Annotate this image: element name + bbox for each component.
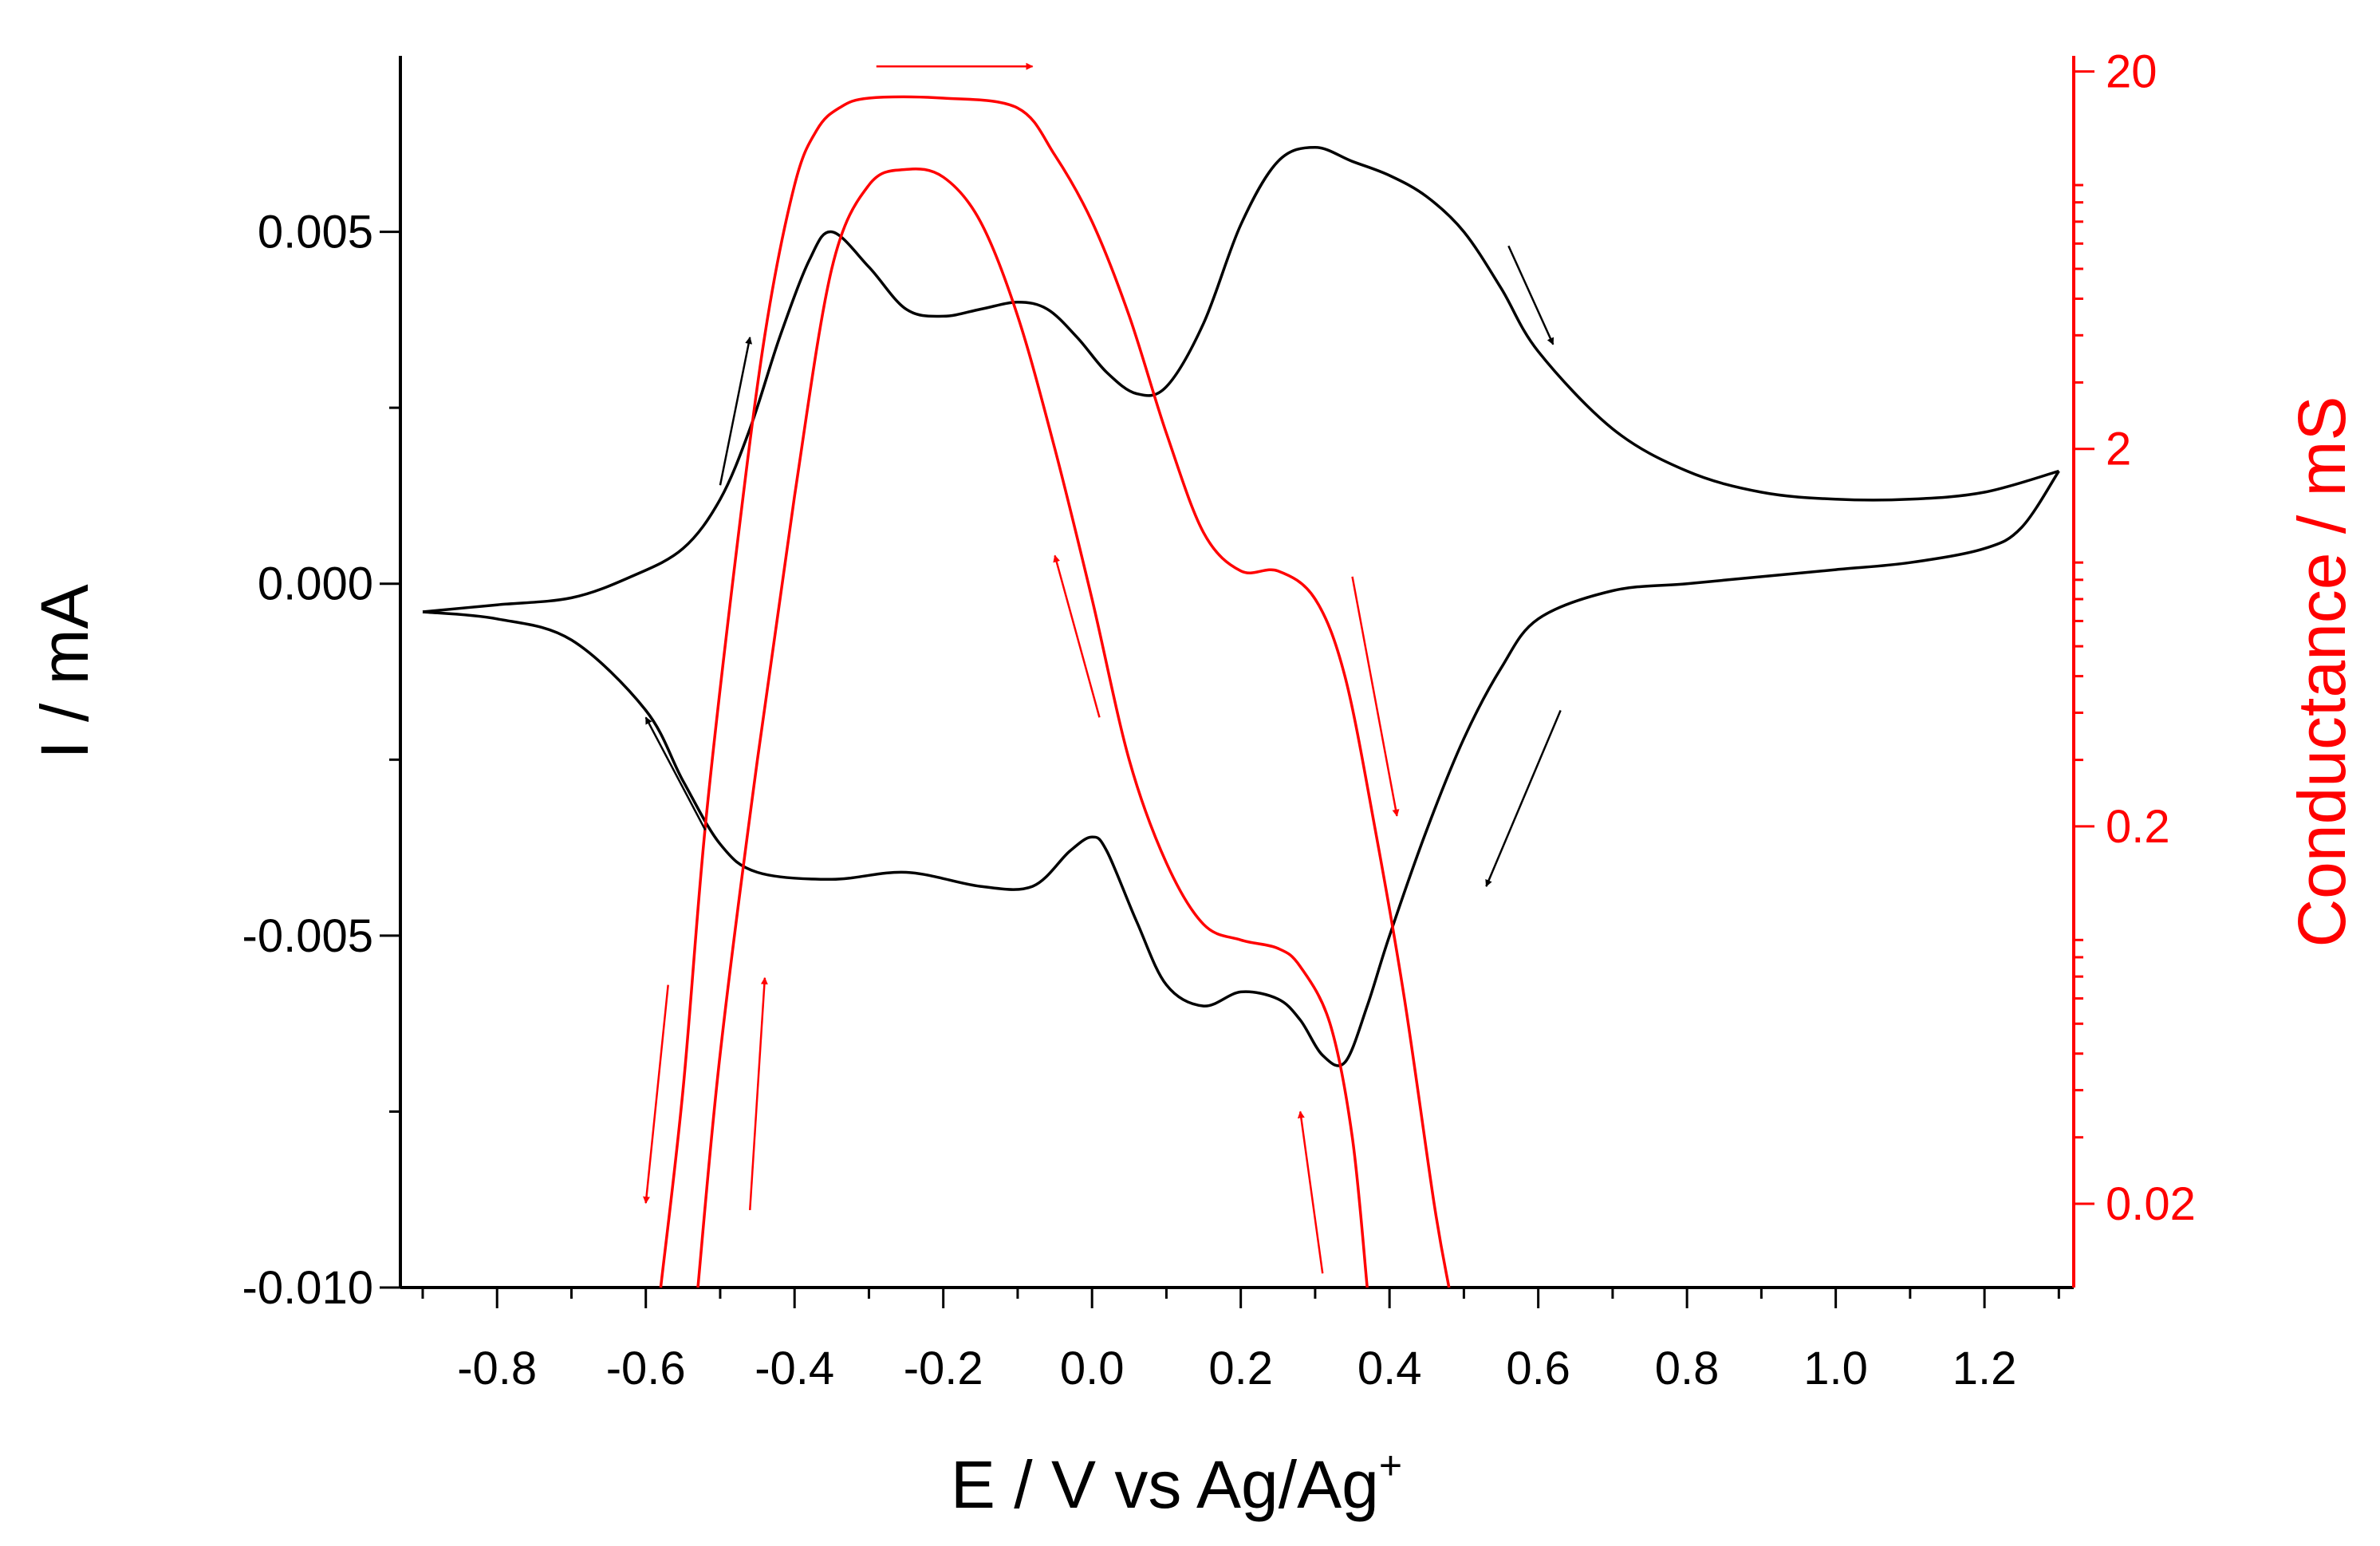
x-tick-label: 0.4 — [1357, 1343, 1422, 1394]
red-direction-arrow — [643, 984, 669, 1205]
y2-tick-label: 0.2 — [2106, 801, 2170, 853]
y-tick-label: -0.010 — [242, 1262, 373, 1314]
right-y-axis-title: Conductance / mS — [2284, 396, 2359, 947]
y-tick-label: 0.005 — [258, 207, 373, 258]
x-axis-title-superscript: + — [1379, 1443, 1402, 1488]
y2-tick-label: 2 — [2106, 424, 2131, 475]
x-tick-label: -0.4 — [755, 1343, 834, 1394]
annotation-arrows — [643, 62, 1562, 1274]
left-y-axis-title: I / mA — [27, 584, 102, 759]
y2-tick-label: 20 — [2106, 46, 2157, 98]
red-direction-arrow — [749, 976, 768, 1211]
y-tick-label: -0.005 — [242, 910, 373, 962]
x-axis-title-text: E / V vs Ag/Ag — [951, 1447, 1379, 1522]
conductance-series-forward — [659, 95, 1451, 1288]
current-series-forward — [422, 145, 2059, 613]
x-axis-title: E / V vs Ag/Ag+ — [951, 1443, 1402, 1522]
series-layer — [422, 95, 2060, 1288]
axes-group — [399, 56, 2075, 1289]
x-tick-label: 1.2 — [1952, 1343, 2017, 1394]
y-tick-label: 0.000 — [258, 558, 373, 610]
x-tick-label: -0.2 — [904, 1343, 983, 1394]
ticks-group — [380, 70, 2094, 1308]
black-direction-arrow — [1507, 245, 1554, 345]
conductance-series-reverse — [696, 167, 1369, 1288]
x-tick-label: 0.6 — [1506, 1343, 1570, 1394]
black-direction-arrow — [719, 337, 753, 486]
x-tick-label: 0.0 — [1060, 1343, 1125, 1394]
red-direction-arrow — [1053, 554, 1101, 718]
red-direction-arrow — [1351, 576, 1400, 817]
red-direction-arrow — [1297, 1110, 1324, 1274]
x-tick-label: -0.8 — [457, 1343, 537, 1394]
black-direction-arrow — [1485, 710, 1562, 887]
x-tick-label: 1.0 — [1803, 1343, 1868, 1394]
x-tick-label: 0.8 — [1655, 1343, 1720, 1394]
black-direction-arrow — [644, 716, 707, 831]
x-tick-label: 0.2 — [1208, 1343, 1273, 1394]
x-tick-label: -0.6 — [606, 1343, 686, 1394]
y2-tick-label: 0.02 — [2106, 1178, 2196, 1230]
tick-labels-group: -0.8 -0.6 -0.4 -0.2 0.0 0.2 0.4 0.6 0.8 1.0 1.2 -0.… — [242, 46, 2196, 1394]
current-series-reverse — [422, 470, 2060, 1067]
